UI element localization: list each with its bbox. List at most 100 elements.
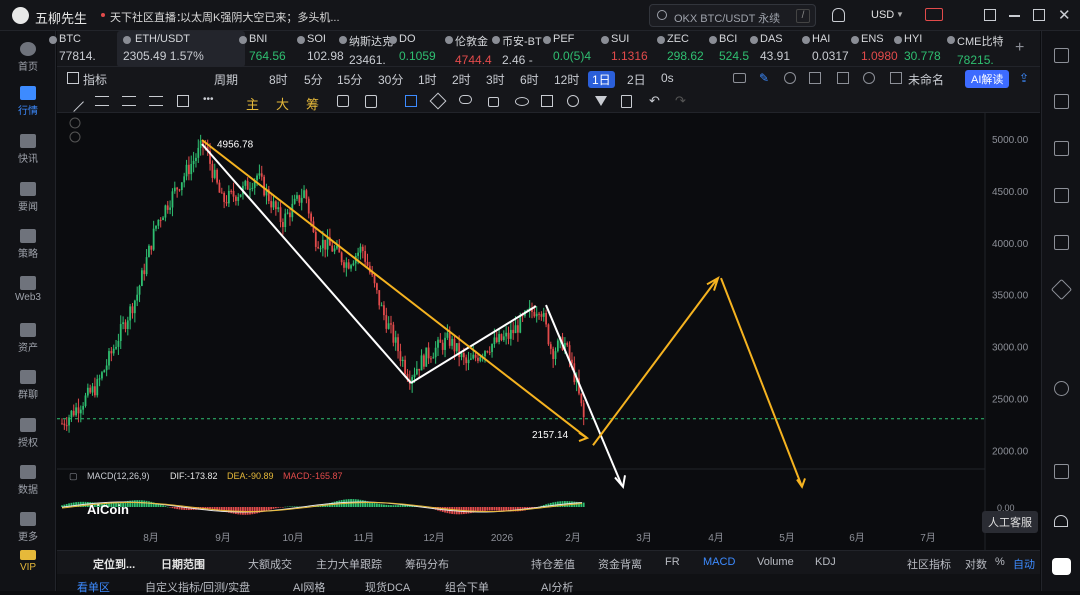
minimize-icon[interactable] [1009,15,1020,17]
interval-8[interactable]: 12时 [554,73,580,87]
exchange-icon[interactable] [1054,381,1069,396]
maximize-icon[interactable] [1033,9,1045,21]
draw-big-button[interactable]: 大 [276,97,290,112]
undo-icon[interactable]: ↶ [649,93,660,108]
price-chart[interactable]: 5000.00 4500.00 4000.00 3500.00 3000.00 2500.… [57,113,1040,550]
ticker-item[interactable]: ENS 1.0980 [851,31,901,67]
link-icon[interactable] [459,95,472,104]
ticker-item[interactable]: SOI 102.98 [297,31,347,67]
interval-9[interactable]: 1日 [588,71,615,88]
nav-more[interactable]: 更多 [0,512,56,543]
hide-icon[interactable] [541,95,553,107]
draw-chip-button[interactable]: 筹 [306,97,320,112]
redo-icon[interactable]: ↷ [675,93,686,108]
panel-layout-icon[interactable] [1054,464,1069,479]
nav-home[interactable]: 首页 [0,42,56,73]
indicators-button[interactable]: 指标 [83,73,108,87]
ticker-item[interactable]: DO 0.1059 [389,31,451,67]
position-icon[interactable] [1054,235,1069,250]
ticker-item[interactable]: BCI 524.5 [709,31,757,67]
magnet-icon[interactable] [405,95,417,107]
ticker-item[interactable]: HAI 0.0317 [802,31,856,67]
interval-10[interactable]: 2日 [627,73,646,87]
magic-icon[interactable] [567,95,579,107]
orderbook-icon[interactable] [1054,48,1069,63]
indicator-tab-8[interactable]: MACD [703,556,736,568]
copy-icon[interactable] [337,95,349,107]
nav-assets[interactable]: 资产 [0,323,56,354]
lock-icon[interactable] [488,97,499,107]
indicator-tab-0[interactable]: 定位到... [93,559,136,571]
nav-vip[interactable]: VIP [0,550,56,573]
period-button[interactable]: 周期 [214,73,239,87]
ticker-eth-usdt[interactable]: ETH/USDT 2305.49 1.57% [117,31,245,67]
headset-icon[interactable] [1054,515,1068,527]
broadcast-label[interactable]: 天下社区直播： [110,12,187,24]
indicator-tab-2[interactable]: 大额成交 [248,559,292,571]
indicator-tab-4[interactable]: 筹码分布 [405,559,449,571]
camera-icon[interactable] [733,73,746,83]
hline-tool-icon[interactable] [95,96,109,106]
trade-tab-3[interactable]: 现货DCA [365,582,411,594]
fib-tool-icon[interactable] [149,96,163,106]
mail-icon[interactable] [925,8,943,21]
layout-name[interactable]: 未命名 [908,73,945,87]
settings-icon[interactable] [984,9,996,21]
ticker-item[interactable]: BNI 764.56 [239,31,305,67]
clipboard-icon[interactable] [365,95,377,108]
fullscreen-icon[interactable] [890,72,902,84]
nav-news[interactable]: 要闻 [0,182,56,213]
interval-4[interactable]: 1时 [418,73,437,87]
interval-6[interactable]: 3时 [486,73,505,87]
image-icon[interactable] [1054,188,1069,203]
interval-1[interactable]: 5分 [304,73,323,87]
ticker-item[interactable]: HYI 30.778 [894,31,952,67]
chart-canvas[interactable]: 5000.00 4500.00 4000.00 3500.00 3000.00 2500.… [57,113,1040,550]
rect-tool-icon[interactable] [177,95,189,107]
interval-3[interactable]: 30分 [378,73,404,87]
ticker-item[interactable]: ZEC 298.62 [657,31,715,67]
filter-icon[interactable] [595,96,607,106]
trade-icon[interactable] [1054,141,1069,156]
ticker-item[interactable]: 纳斯达克 23461. [339,31,397,67]
ruler-icon[interactable] [429,92,447,110]
interval-2[interactable]: 15分 [337,73,363,87]
ticker-item[interactable]: BTC 77814. [49,31,115,67]
pen-icon[interactable]: ✎ [759,71,770,85]
nav-auth[interactable]: 授权 [0,418,56,449]
nav-market[interactable]: 行情 [0,86,56,117]
ticker-item[interactable]: DAS 43.91 [750,31,808,67]
bell-icon[interactable] [832,8,845,22]
ticker-item[interactable]: CME比特 78215. [947,31,1009,67]
share-icon[interactable]: ⇪ [1019,71,1030,85]
trade-tab-0[interactable]: 看单区 [77,582,110,594]
screenshot-icon[interactable] [837,72,849,84]
indicator-tab-9[interactable]: Volume [757,556,794,568]
nav-flash[interactable]: 快讯 [0,134,56,165]
trade-tab-2[interactable]: AI网格 [293,582,326,594]
box-icon[interactable] [1050,278,1073,301]
indicator-tab-3[interactable]: 主力大单跟踪 [316,559,382,571]
interval-5[interactable]: 2时 [452,73,471,87]
search-box[interactable]: OKX BTC/USDT 永续 / [649,4,816,27]
channel-tool-icon[interactable] [122,96,136,106]
ticker-item[interactable]: SUI 1.1316 [601,31,663,67]
ticker-item[interactable]: 币安-BT 2.46 - [492,31,550,67]
indicator-tab-11[interactable]: 社区指标 [907,559,951,571]
search-input[interactable]: OKX BTC/USDT 永续 [674,13,781,25]
add-ticker-icon[interactable]: + [1015,39,1025,56]
ai-button[interactable]: AI解读 [965,70,1010,88]
line-tool-icon[interactable] [64,92,84,112]
currency-select[interactable]: USD [871,9,895,21]
indicator-tab-1[interactable]: 日期范围 [161,559,205,571]
trade-tab-1[interactable]: 自定义指标/回测/实盘 [145,582,251,594]
alarm-icon[interactable] [784,72,796,84]
draw-main-button[interactable]: 主 [246,97,260,112]
notes-icon[interactable] [1054,94,1069,109]
support-tip[interactable]: 人工客服 [982,511,1038,533]
close-icon[interactable]: ✕ [1058,7,1071,24]
ticker-item[interactable]: 伦敦金 4744.4 [445,31,499,67]
indicator-tab-6[interactable]: 资金背离 [598,559,642,571]
indicator-tab-14[interactable]: 自动 [1013,559,1035,571]
more-tools-icon[interactable]: ••• [203,94,214,105]
